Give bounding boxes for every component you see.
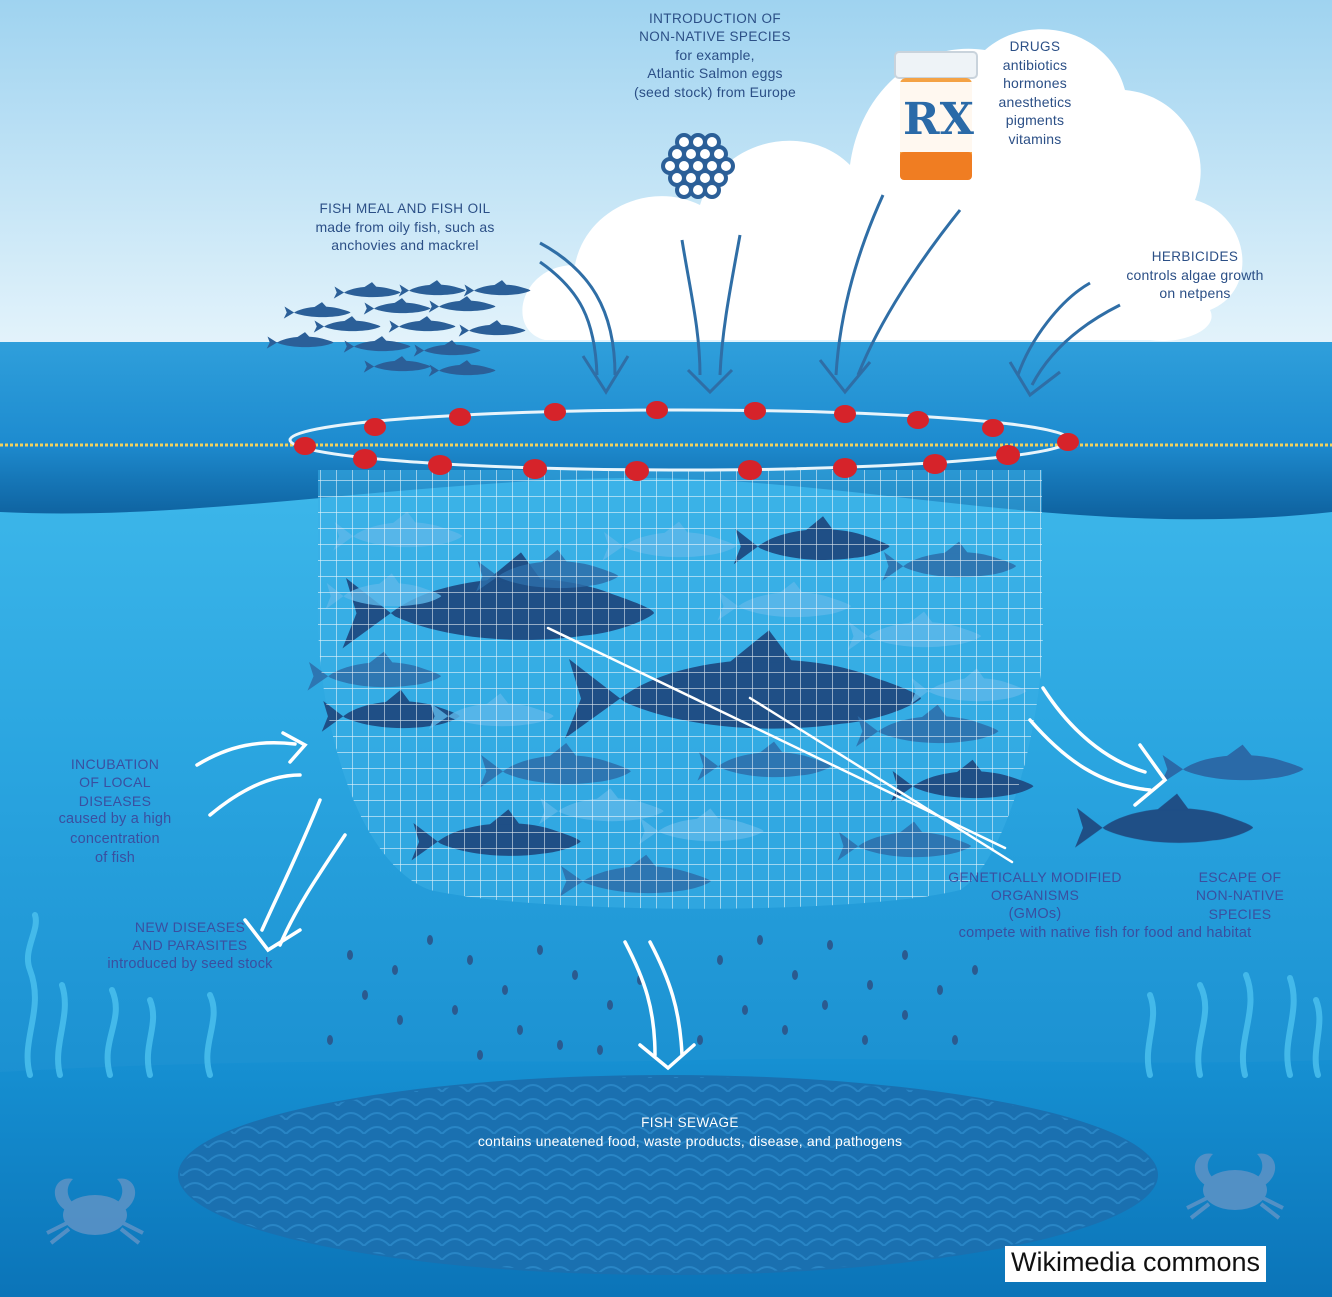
crab-left xyxy=(46,1178,144,1245)
fish-meal-heading: FISH MEAL AND FISH OIL xyxy=(319,201,491,216)
local-diseases-body-line: concentration xyxy=(70,830,160,847)
sewage-texture xyxy=(180,1077,1156,1273)
non-native-body-line: for example, xyxy=(675,46,755,63)
sewage-heading: FISH SEWAGE xyxy=(641,1115,739,1130)
gmos-body-line: compete with native fish for food and ha… xyxy=(958,925,1252,942)
herbicides-body-line: on netpens xyxy=(1159,285,1231,302)
new-diseases-heading-line: NEW DISEASES xyxy=(134,919,246,935)
seaweed xyxy=(24,912,1323,1078)
pill-bottle-rx: RX xyxy=(903,94,975,145)
local-diseases-heading-line: INCUBATION xyxy=(70,756,160,772)
net-mesh xyxy=(317,470,1044,909)
label-herbicides: HERBICIDES controls algae growth on netp… xyxy=(1090,248,1300,303)
label-drugs: DRUGS antibiotics hormones anesthetics p… xyxy=(975,38,1095,148)
salmon-eggs-icon xyxy=(661,133,735,199)
drugs-body-line: vitamins xyxy=(1008,130,1062,147)
label-local-diseases: INCUBATION OF LOCAL DISEASES caused by a… xyxy=(40,755,190,868)
label-gmos: GENETICALLY MODIFIED ORGANISMS (GMOs) co… xyxy=(900,868,1310,943)
local-diseases-heading-line: OF LOCAL xyxy=(79,774,151,791)
drugs-body-line: anesthetics xyxy=(998,93,1072,110)
label-fish-meal: FISH MEAL AND FISH OIL made from oily fi… xyxy=(275,200,535,255)
pill-bottle-icon xyxy=(894,51,978,180)
fish-meal-body-line: anchovies and mackrel xyxy=(331,237,479,254)
new-diseases-body-line: introduced by seed stock xyxy=(107,955,273,972)
net-pen xyxy=(307,470,1044,909)
impact-arrows xyxy=(195,626,1168,1071)
local-diseases-heading-line: DISEASES xyxy=(78,792,152,809)
local-diseases-body-line: caused by a high xyxy=(58,811,172,828)
herbicides-heading: HERBICIDES xyxy=(1151,249,1239,264)
drugs-body-line: pigments xyxy=(1005,112,1065,129)
drugs-body-line: hormones xyxy=(1003,75,1067,92)
gmos-body-line: (GMOs) xyxy=(1008,905,1062,922)
image-credit: Wikimedia commons xyxy=(1005,1246,1267,1282)
non-native-heading-line: NON-NATIVE SPECIES xyxy=(639,28,791,44)
non-native-body-line: (seed stock) from Europe xyxy=(634,83,796,100)
new-diseases-heading-line: AND PARASITES xyxy=(132,937,248,954)
gmos-heading-line: GENETICALLY MODIFIED xyxy=(948,869,1122,885)
escape-heading-line: ESCAPE OF xyxy=(1198,869,1282,885)
escape-heading-line: NON-NATIVE xyxy=(1195,887,1285,904)
herbicides-body-line: controls algae growth xyxy=(1126,266,1264,283)
escape-heading-line: SPECIES xyxy=(1208,905,1272,922)
non-native-body-line: Atlantic Salmon eggs xyxy=(647,65,783,82)
fish-meal-body-line: made from oily fish, such as xyxy=(315,218,495,235)
input-arrows xyxy=(539,194,1121,398)
label-non-native-introduction: INTRODUCTION OF NON-NATIVE SPECIES for e… xyxy=(590,10,840,101)
local-diseases-body-line: of fish xyxy=(94,849,136,866)
waste-particles xyxy=(327,935,978,1060)
cloud xyxy=(522,29,1243,341)
crab-right xyxy=(1186,1153,1284,1220)
non-native-heading-line: INTRODUCTION OF xyxy=(649,11,781,26)
sewage-body-line: contains uneatened food, waste products,… xyxy=(477,1132,903,1149)
label-fish-sewage: FISH SEWAGE contains uneatened food, was… xyxy=(390,1114,990,1150)
label-new-diseases: NEW DISEASES AND PARASITES introduced by… xyxy=(80,918,300,974)
label-escape: ESCAPE OF NON-NATIVE SPECIES xyxy=(1170,868,1310,923)
drugs-heading: DRUGS xyxy=(1009,39,1061,54)
gmos-heading-line: ORGANISMS xyxy=(990,887,1080,904)
buoys xyxy=(294,401,1079,481)
drugs-body-line: antibiotics xyxy=(1002,56,1068,73)
